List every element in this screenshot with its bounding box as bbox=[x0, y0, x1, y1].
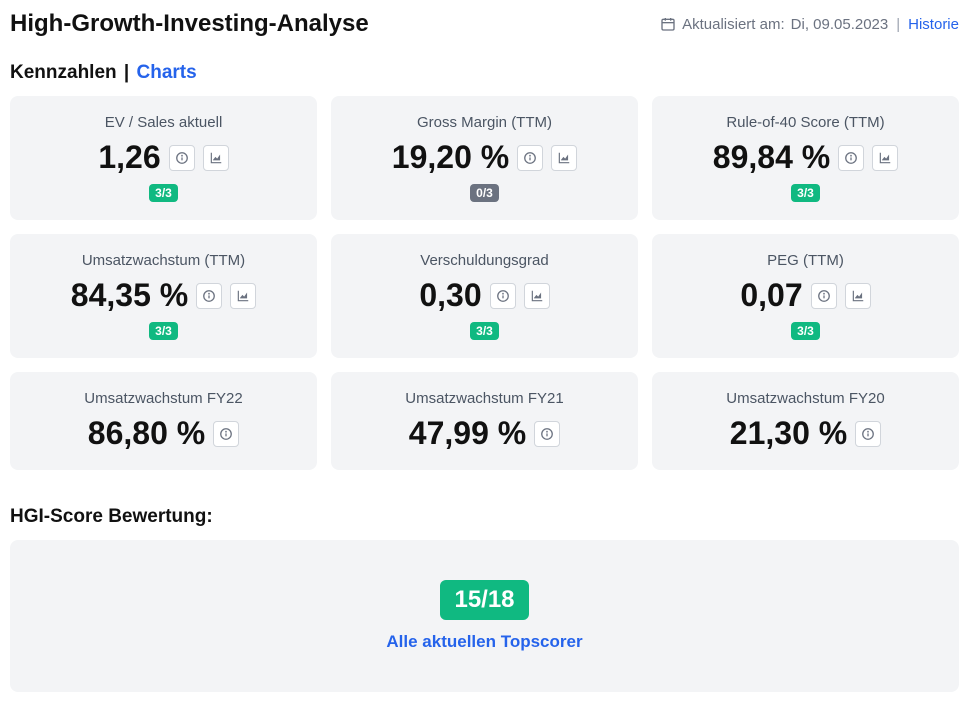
update-info: Aktualisiert am: Di, 09.05.2023 | Histor… bbox=[660, 16, 959, 33]
metric-label: EV / Sales aktuell bbox=[105, 114, 223, 131]
tab-metrics[interactable]: Kennzahlen bbox=[10, 62, 117, 83]
score-badge: 3/3 bbox=[149, 322, 178, 340]
score-badge: 3/3 bbox=[149, 184, 178, 202]
metric-label: Umsatzwachstum FY22 bbox=[84, 390, 242, 407]
info-icon[interactable] bbox=[213, 421, 239, 447]
metric-value-row: 21,30 % bbox=[730, 415, 881, 452]
score-badge: 3/3 bbox=[791, 184, 820, 202]
chart-icon[interactable] bbox=[230, 283, 256, 309]
metric-value: 1,26 bbox=[98, 139, 160, 176]
info-icon[interactable] bbox=[169, 145, 195, 171]
metric-value: 0,07 bbox=[740, 277, 802, 314]
info-icon[interactable] bbox=[855, 421, 881, 447]
score-badge: 3/3 bbox=[470, 322, 499, 340]
metric-card: EV / Sales aktuell 1,26 3/3 bbox=[10, 96, 317, 220]
metric-label: Umsatzwachstum (TTM) bbox=[82, 252, 245, 269]
metric-value: 89,84 % bbox=[713, 139, 830, 176]
score-badge: 3/3 bbox=[791, 322, 820, 340]
chart-icon[interactable] bbox=[524, 283, 550, 309]
metric-card: Umsatzwachstum FY21 47,99 % bbox=[331, 372, 638, 470]
updated-date: Di, 09.05.2023 bbox=[791, 16, 889, 33]
chart-icon[interactable] bbox=[845, 283, 871, 309]
metric-value: 19,20 % bbox=[392, 139, 509, 176]
metric-card: Umsatzwachstum (TTM) 84,35 % 3/3 bbox=[10, 234, 317, 358]
metric-value-row: 47,99 % bbox=[409, 415, 560, 452]
calendar-icon bbox=[660, 16, 676, 32]
metric-value-row: 89,84 % bbox=[713, 139, 898, 176]
tab-divider: | bbox=[124, 62, 129, 83]
info-icon[interactable] bbox=[811, 283, 837, 309]
metric-label: Gross Margin (TTM) bbox=[417, 114, 552, 131]
metric-value-row: 0,30 bbox=[419, 277, 549, 314]
info-icon[interactable] bbox=[196, 283, 222, 309]
header-row: High-Growth-Investing-Analyse Aktualisie… bbox=[10, 10, 959, 38]
score-badge: 0/3 bbox=[470, 184, 499, 202]
hgi-title: HGI-Score Bewertung: bbox=[10, 506, 959, 528]
topscorer-link[interactable]: Alle aktuellen Topscorer bbox=[22, 632, 947, 652]
metric-value: 47,99 % bbox=[409, 415, 526, 452]
metric-card: PEG (TTM) 0,07 3/3 bbox=[652, 234, 959, 358]
tab-charts[interactable]: Charts bbox=[137, 62, 197, 83]
metric-label: Umsatzwachstum FY20 bbox=[726, 390, 884, 407]
metric-value-row: 19,20 % bbox=[392, 139, 577, 176]
history-link[interactable]: Historie bbox=[908, 16, 959, 33]
metric-card: Umsatzwachstum FY22 86,80 % bbox=[10, 372, 317, 470]
metric-card: Rule-of-40 Score (TTM) 89,84 % 3/3 bbox=[652, 96, 959, 220]
hgi-score-badge: 15/18 bbox=[440, 580, 528, 620]
info-icon[interactable] bbox=[534, 421, 560, 447]
chart-icon[interactable] bbox=[203, 145, 229, 171]
metric-value: 21,30 % bbox=[730, 415, 847, 452]
info-icon[interactable] bbox=[838, 145, 864, 171]
metric-label: PEG (TTM) bbox=[767, 252, 844, 269]
metrics-grid: EV / Sales aktuell 1,26 3/3 Gross Margin (T… bbox=[10, 96, 959, 470]
metric-label: Verschuldungsgrad bbox=[420, 252, 548, 269]
chart-icon[interactable] bbox=[872, 145, 898, 171]
metric-value: 0,30 bbox=[419, 277, 481, 314]
divider: | bbox=[896, 16, 900, 33]
chart-icon[interactable] bbox=[551, 145, 577, 171]
tab-row: Kennzahlen | Charts bbox=[10, 62, 959, 84]
metric-card: Gross Margin (TTM) 19,20 % 0/3 bbox=[331, 96, 638, 220]
info-icon[interactable] bbox=[517, 145, 543, 171]
metric-card: Umsatzwachstum FY20 21,30 % bbox=[652, 372, 959, 470]
page-title: High-Growth-Investing-Analyse bbox=[10, 10, 369, 38]
hgi-card: 15/18 Alle aktuellen Topscorer bbox=[10, 540, 959, 692]
metric-value-row: 0,07 bbox=[740, 277, 870, 314]
metric-label: Umsatzwachstum FY21 bbox=[405, 390, 563, 407]
metric-value-row: 86,80 % bbox=[88, 415, 239, 452]
updated-label: Aktualisiert am: bbox=[682, 16, 785, 33]
metric-value-row: 84,35 % bbox=[71, 277, 256, 314]
metric-label: Rule-of-40 Score (TTM) bbox=[726, 114, 884, 131]
metric-value: 84,35 % bbox=[71, 277, 188, 314]
metric-value-row: 1,26 bbox=[98, 139, 228, 176]
metric-card: Verschuldungsgrad 0,30 3/3 bbox=[331, 234, 638, 358]
info-icon[interactable] bbox=[490, 283, 516, 309]
metric-value: 86,80 % bbox=[88, 415, 205, 452]
